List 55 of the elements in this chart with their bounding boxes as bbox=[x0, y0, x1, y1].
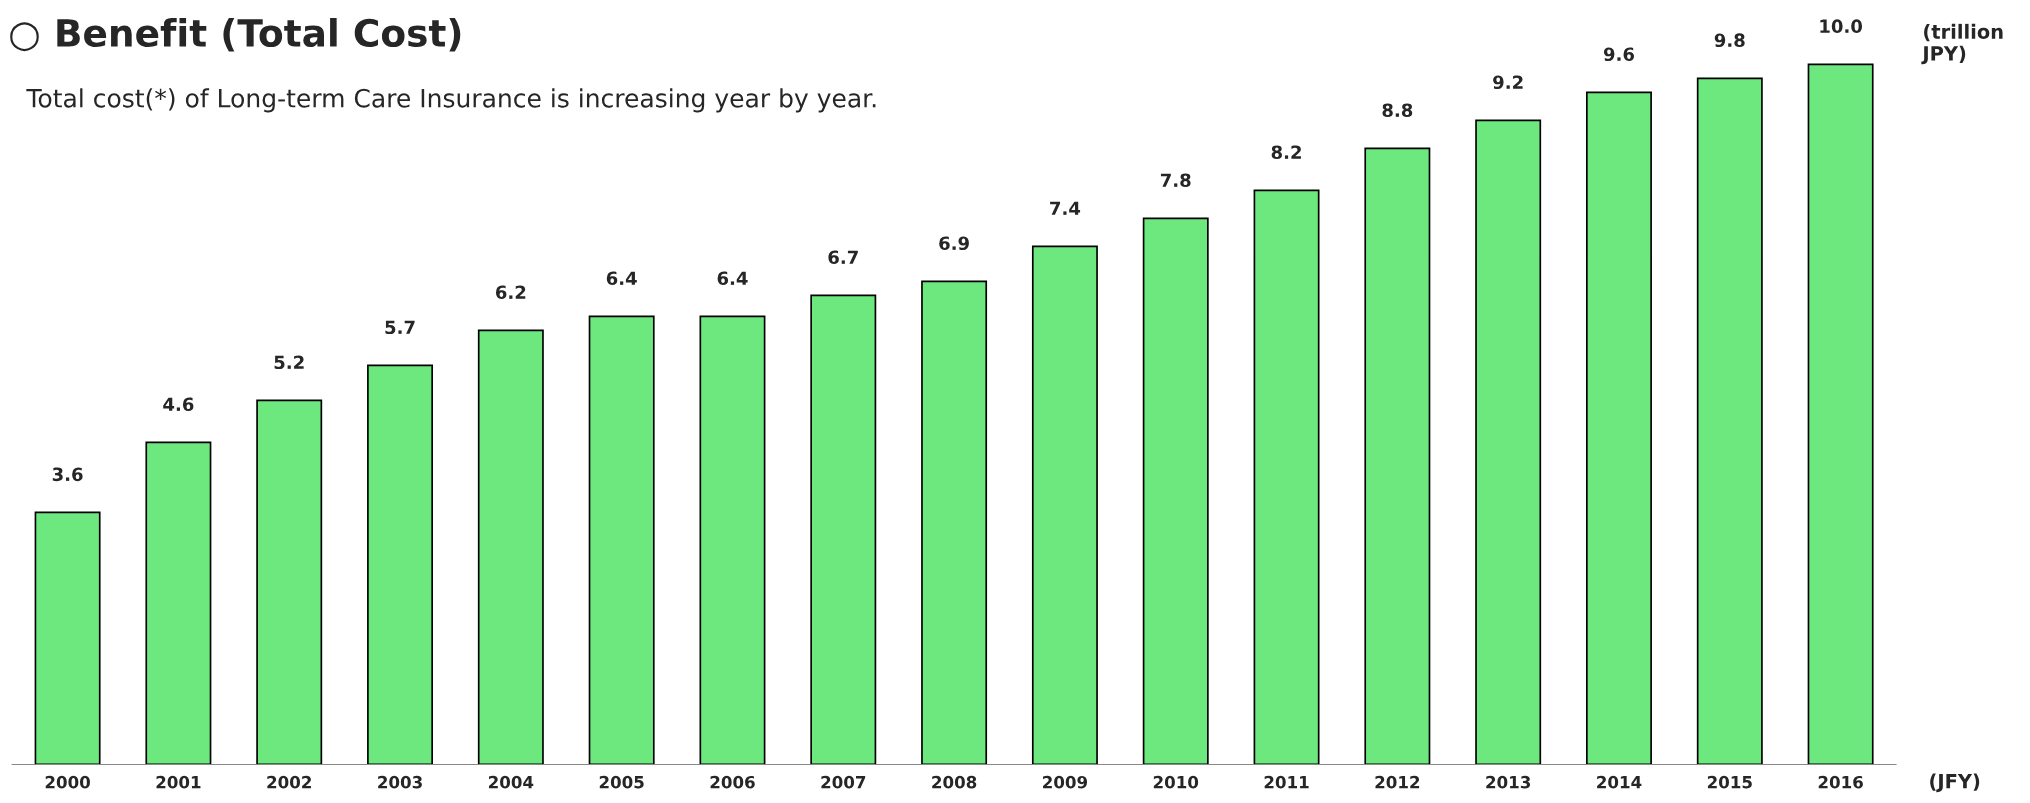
bar bbox=[1364, 147, 1431, 765]
x-tick-label: 2001 bbox=[156, 775, 201, 789]
bar bbox=[1031, 245, 1098, 765]
bar bbox=[699, 315, 766, 765]
x-tick-label: 2012 bbox=[1375, 775, 1420, 789]
data-label: 3.6 bbox=[52, 467, 83, 482]
x-tick-label: 2006 bbox=[710, 775, 755, 789]
bar bbox=[477, 329, 544, 765]
data-label: 10.0 bbox=[1820, 19, 1863, 34]
data-label: 9.6 bbox=[1603, 47, 1635, 62]
x-tick-label: 2015 bbox=[1707, 775, 1752, 789]
chart-title: ○ Benefit (Total Cost) bbox=[10, 17, 461, 52]
x-tick-label: 2013 bbox=[1486, 775, 1531, 789]
data-label: 6.9 bbox=[939, 236, 969, 251]
x-tick-label: 2003 bbox=[378, 775, 422, 789]
bar bbox=[921, 280, 988, 765]
x-tick-label: 2000 bbox=[45, 775, 90, 789]
data-label: 4.6 bbox=[163, 397, 194, 412]
data-label: 9.2 bbox=[1493, 75, 1523, 90]
data-label: 8.8 bbox=[1382, 103, 1413, 118]
data-label: 6.4 bbox=[717, 271, 748, 286]
x-tick-label: 2016 bbox=[1818, 775, 1863, 789]
data-label: 6.7 bbox=[828, 250, 858, 265]
data-label: 6.2 bbox=[495, 285, 526, 300]
x-tick-label: 2005 bbox=[599, 775, 644, 789]
data-label: 8.2 bbox=[1271, 145, 1301, 160]
x-tick-label: 2007 bbox=[821, 775, 866, 789]
bar bbox=[145, 441, 212, 765]
data-label: 9.8 bbox=[1714, 33, 1745, 48]
x-tick-label: 2002 bbox=[267, 775, 311, 789]
x-tick-label: 2008 bbox=[932, 775, 977, 789]
x-axis-title: (JFY) bbox=[1930, 773, 1980, 793]
data-label: 5.2 bbox=[274, 355, 304, 370]
x-tick-label: 2010 bbox=[1153, 775, 1199, 789]
bar bbox=[34, 511, 101, 765]
text: Total cost(*) of Long-term Care Insurance is increasing year by year. bbox=[26, 88, 876, 113]
y-axis-title: (trillion JPY) bbox=[1921, 23, 2003, 65]
data-label: 5.7 bbox=[385, 320, 415, 335]
bar bbox=[1807, 63, 1874, 765]
bar bbox=[1586, 91, 1652, 765]
data-label: 7.4 bbox=[1050, 201, 1081, 215]
bar bbox=[588, 315, 655, 765]
x-tick-label: 2004 bbox=[488, 775, 534, 789]
bar bbox=[256, 399, 323, 765]
data-label: 6.4 bbox=[606, 271, 637, 286]
x-tick-label: 2011 bbox=[1264, 775, 1309, 789]
bar bbox=[1253, 189, 1320, 765]
x-tick-label: 2014 bbox=[1597, 775, 1642, 789]
bar bbox=[367, 364, 434, 765]
bar bbox=[810, 294, 877, 765]
bar bbox=[1696, 77, 1763, 765]
bar bbox=[1142, 217, 1209, 765]
x-tick-label: 2009 bbox=[1043, 775, 1088, 789]
data-label: 7.8 bbox=[1160, 173, 1191, 188]
bar bbox=[1475, 119, 1542, 765]
